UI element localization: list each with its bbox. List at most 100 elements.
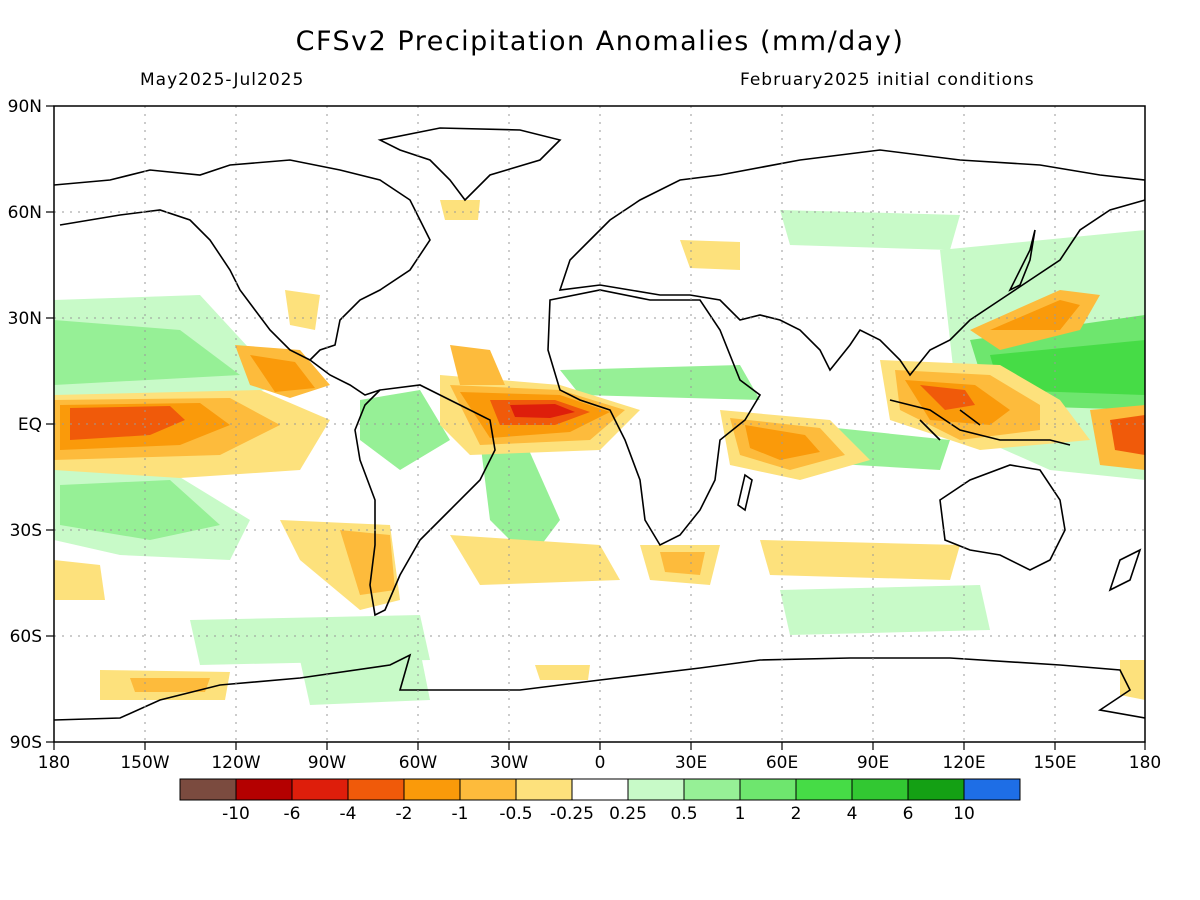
dry-anomaly-patch bbox=[250, 355, 315, 392]
coastline-japan bbox=[1008, 229, 1036, 292]
coastline-north-america bbox=[54, 159, 431, 361]
lat-label: 90N bbox=[8, 97, 42, 117]
lon-label: 30E bbox=[675, 753, 707, 773]
colorbar-swatch bbox=[739, 778, 797, 801]
lon-label: 150E bbox=[1033, 753, 1076, 773]
colorbar-swatch bbox=[403, 778, 461, 801]
lon-label: 60W bbox=[399, 753, 438, 773]
colorbar-label: -10 bbox=[222, 804, 250, 824]
lon-label: 90E bbox=[857, 753, 889, 773]
lon-label: 0 bbox=[595, 753, 606, 773]
dry-anomaly-patch bbox=[760, 540, 960, 580]
wet-anomaly-patch bbox=[190, 615, 430, 665]
coastline-new-zealand bbox=[1108, 548, 1142, 592]
colorbar-swatch bbox=[347, 778, 405, 801]
lon-label: 60E bbox=[766, 753, 798, 773]
coastline-antarctica bbox=[54, 653, 1145, 721]
colorbar-label: -0.5 bbox=[499, 804, 532, 824]
dry-anomaly-patch bbox=[510, 404, 575, 418]
axis-ticks bbox=[46, 105, 1146, 750]
coastline-central-america bbox=[309, 359, 381, 396]
colorbar-swatch bbox=[963, 778, 1021, 801]
dry-anomaly-patch bbox=[450, 535, 620, 585]
graticule bbox=[54, 106, 1145, 742]
lon-label: 120E bbox=[942, 753, 985, 773]
colorbar-label: 2 bbox=[791, 804, 802, 824]
lat-label: 30N bbox=[8, 309, 42, 329]
colorbar-swatch bbox=[907, 778, 965, 801]
lon-label: 180 bbox=[38, 753, 70, 773]
lon-label: 180 bbox=[1129, 753, 1161, 773]
lat-label: EQ bbox=[18, 415, 42, 435]
wet-anomaly-patch bbox=[54, 320, 240, 385]
dry-anomaly-patch bbox=[920, 385, 975, 410]
colorbar-swatch bbox=[795, 778, 853, 801]
dry-anomaly-patch bbox=[1120, 660, 1145, 700]
coastline-madagascar bbox=[737, 473, 753, 512]
coastline-indonesia bbox=[889, 399, 1071, 446]
wet-anomaly-patch bbox=[780, 210, 960, 250]
colorbar-label: 1 bbox=[735, 804, 746, 824]
coastline-greenland bbox=[377, 127, 562, 202]
wet-anomaly-patch bbox=[360, 390, 450, 470]
dry-anomaly-patch bbox=[440, 200, 480, 220]
lon-label: 90W bbox=[308, 753, 347, 773]
colorbar-swatch bbox=[179, 778, 237, 801]
lon-label: 30W bbox=[490, 753, 529, 773]
dry-anomaly-patch bbox=[70, 406, 185, 440]
colorbar-swatch bbox=[291, 778, 349, 801]
colorbar-label: 4 bbox=[847, 804, 858, 824]
lat-label: 30S bbox=[10, 521, 42, 541]
colorbar-swatch bbox=[851, 778, 909, 801]
wet-anomaly-patch bbox=[480, 430, 560, 560]
coastlines bbox=[54, 127, 1145, 721]
lat-label: 90S bbox=[10, 733, 42, 753]
colorbar-label: -4 bbox=[340, 804, 357, 824]
dry-anomaly-patch bbox=[1110, 415, 1145, 455]
coastline-eurasia bbox=[558, 149, 1145, 377]
dry-anomaly-patch bbox=[54, 560, 105, 600]
anomaly-field bbox=[54, 200, 1145, 705]
colorbar-swatch bbox=[627, 778, 685, 801]
dry-anomaly-patch bbox=[285, 290, 320, 330]
colorbar-label: -6 bbox=[284, 804, 301, 824]
dry-anomaly-patch bbox=[130, 678, 210, 692]
wet-anomaly-patch bbox=[780, 585, 990, 635]
colorbar-label: -2 bbox=[396, 804, 413, 824]
coastline-australia bbox=[939, 464, 1066, 571]
colorbar bbox=[179, 778, 1021, 801]
coastline-south-america bbox=[354, 384, 496, 617]
dry-anomaly-patch bbox=[450, 345, 505, 385]
wet-anomaly-patch bbox=[300, 650, 430, 705]
lat-label: 60N bbox=[8, 203, 42, 223]
colorbar-swatch bbox=[459, 778, 517, 801]
dry-anomaly-patch bbox=[535, 665, 590, 680]
colorbar-swatch bbox=[235, 778, 293, 801]
colorbar-swatch bbox=[683, 778, 741, 801]
colorbar-label: 0.5 bbox=[670, 804, 697, 824]
colorbar-label: -1 bbox=[452, 804, 469, 824]
colorbar-labels: -10 -6 -4 -2 -1 -0.5 -0.25 0.25 0.5 1 2 … bbox=[222, 804, 975, 824]
colorbar-label: 0.25 bbox=[609, 804, 647, 824]
lat-label: 60S bbox=[10, 627, 42, 647]
colorbar-swatch bbox=[515, 778, 573, 801]
lon-label: 150W bbox=[120, 753, 169, 773]
longitude-labels: 180 150W 120W 90W 60W 30W 0 30E 60E 90E … bbox=[38, 753, 1161, 773]
dry-anomaly-patch bbox=[660, 552, 705, 575]
colorbar-label: -0.25 bbox=[550, 804, 594, 824]
dry-anomaly-patch bbox=[340, 530, 395, 595]
forecast-period: May2025-Jul2025 bbox=[140, 70, 305, 90]
dry-anomaly-patch bbox=[680, 240, 740, 270]
wet-anomaly-patch bbox=[60, 480, 220, 540]
latitude-labels: 90N 60N 30N EQ 30S 60S 90S bbox=[8, 97, 42, 753]
dry-anomaly-patch bbox=[990, 300, 1080, 330]
initial-conditions-label: February2025 initial conditions bbox=[740, 70, 1035, 90]
lon-label: 120W bbox=[211, 753, 260, 773]
map-title: CFSv2 Precipitation Anomalies (mm/day) bbox=[295, 26, 905, 57]
colorbar-label: 10 bbox=[953, 804, 975, 824]
colorbar-label: 6 bbox=[903, 804, 914, 824]
coastline-africa bbox=[547, 289, 762, 547]
wet-anomaly-patch bbox=[990, 340, 1145, 395]
colorbar-swatch bbox=[571, 778, 629, 801]
